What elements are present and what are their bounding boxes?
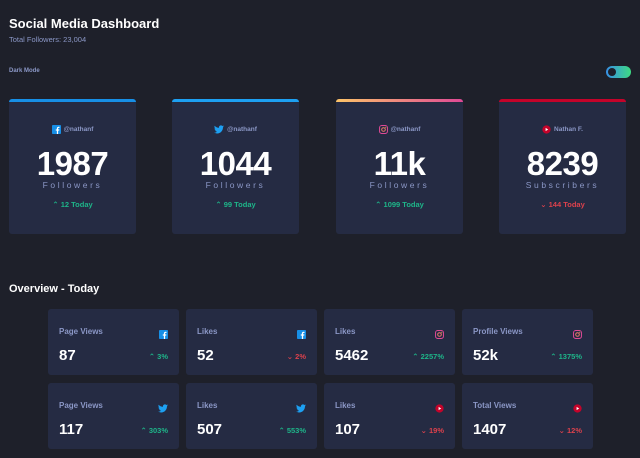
overview-value: 87	[59, 347, 76, 364]
overview-card[interactable]: Page Views 117 ⌃ 303%	[48, 383, 179, 449]
overview-card[interactable]: Likes 107 ⌄ 19%	[324, 383, 455, 449]
overview-percent: ⌄ 12%	[558, 426, 582, 435]
up-arrow-icon: ⌃	[550, 352, 559, 361]
overview-card[interactable]: Likes 52 ⌄ 2%	[186, 309, 317, 375]
follower-label: Followers	[205, 180, 266, 190]
card-handle-row: @nathanf	[9, 125, 136, 134]
overview-percent: ⌄ 2%	[286, 352, 306, 361]
toggle-knob	[608, 68, 616, 76]
instagram-icon	[378, 125, 388, 134]
card-handle-row: @nathanf	[336, 125, 463, 134]
total-followers: Total Followers: 23,004	[9, 35, 87, 44]
follower-card-instagram[interactable]: @nathanf 11k Followers ⌃ 1099 Today	[336, 99, 463, 234]
down-arrow-icon: ⌄	[286, 352, 296, 361]
up-arrow-icon: ⌃	[148, 352, 158, 361]
overview-value: 1407	[473, 421, 507, 438]
follower-card-twitter[interactable]: @nathanf 1044 Followers ⌃ 99 Today	[172, 99, 299, 234]
card-handle: @nathanf	[227, 126, 257, 133]
up-arrow-icon: ⌃	[278, 426, 287, 435]
card-handle-row: Nathan F.	[499, 125, 626, 134]
dark-mode-toggle[interactable]	[606, 66, 631, 78]
up-arrow-icon: ⌃	[375, 200, 384, 209]
overview-card[interactable]: Page Views 87 ⌃ 3%	[48, 309, 179, 375]
overview-title: Overview - Today	[9, 283, 100, 295]
instagram-icon	[573, 326, 582, 344]
overview-label: Page Views	[59, 327, 103, 336]
follower-count: 1987	[36, 145, 109, 182]
overview-percent: ⌃ 303%	[140, 426, 168, 435]
twitter-icon	[214, 125, 225, 134]
facebook-icon	[159, 326, 168, 344]
overview-label: Likes	[197, 401, 218, 410]
down-arrow-icon: ⌄	[540, 200, 549, 209]
follower-card-facebook[interactable]: @nathanf 1987 Followers ⌃ 12 Today	[9, 99, 136, 234]
subscriber-label: Subscribers	[525, 180, 600, 190]
today-change: ⌃ 12 Today	[52, 200, 93, 209]
instagram-icon	[435, 326, 444, 344]
up-arrow-icon: ⌃	[52, 200, 61, 209]
overview-value: 507	[197, 421, 223, 438]
overview-card[interactable]: Likes 5462 ⌃ 2257%	[324, 309, 455, 375]
down-arrow-icon: ⌄	[558, 426, 567, 435]
follower-count: 11k	[373, 145, 426, 182]
card-handle: Nathan F.	[554, 126, 583, 133]
youtube-icon	[573, 400, 582, 418]
overview-label: Likes	[335, 327, 356, 336]
card-accent-bar	[172, 99, 299, 102]
subscriber-count: 8239	[526, 145, 599, 182]
overview-card[interactable]: Total Views 1407 ⌄ 12%	[462, 383, 593, 449]
overview-label: Profile Views	[473, 327, 523, 336]
today-change: ⌃ 99 Today	[215, 200, 256, 209]
up-arrow-icon: ⌃	[215, 200, 224, 209]
overview-percent: ⌃ 1375%	[550, 352, 582, 361]
overview-percent: ⌃ 553%	[278, 426, 306, 435]
follower-count: 1044	[199, 145, 272, 182]
overview-value: 5462	[335, 347, 369, 364]
facebook-icon	[51, 125, 61, 134]
overview-label: Total Views	[473, 401, 517, 410]
overview-value: 117	[59, 421, 84, 438]
overview-label: Likes	[197, 327, 218, 336]
overview-value: 52	[197, 347, 214, 364]
overview-percent: ⌄ 19%	[420, 426, 444, 435]
card-accent-bar	[9, 99, 136, 102]
up-arrow-icon: ⌃	[412, 352, 421, 361]
overview-value: 107	[335, 421, 361, 438]
card-handle-row: @nathanf	[172, 125, 299, 134]
follower-card-youtube[interactable]: Nathan F. 8239 Subscribers ⌄ 144 Today	[499, 99, 626, 234]
twitter-icon	[158, 400, 168, 418]
dark-mode-label: Dark Mode	[9, 68, 40, 74]
page-title: Social Media Dashboard	[9, 16, 160, 31]
today-change: ⌃ 1099 Today	[375, 200, 424, 209]
youtube-icon	[435, 400, 444, 418]
today-change: ⌄ 144 Today	[540, 200, 585, 209]
overview-percent: ⌃ 2257%	[412, 352, 444, 361]
card-handle: @nathanf	[390, 126, 421, 133]
overview-card[interactable]: Profile Views 52k ⌃ 1375%	[462, 309, 593, 375]
card-handle: @nathanf	[63, 126, 94, 133]
overview-percent: ⌃ 3%	[148, 352, 168, 361]
youtube-icon	[542, 125, 551, 134]
follower-label: Followers	[369, 180, 430, 190]
twitter-icon	[296, 400, 306, 418]
overview-card[interactable]: Likes 507 ⌃ 553%	[186, 383, 317, 449]
up-arrow-icon: ⌃	[140, 426, 149, 435]
card-accent-bar	[336, 99, 463, 102]
overview-label: Likes	[335, 401, 356, 410]
card-accent-bar	[499, 99, 626, 102]
overview-value: 52k	[473, 347, 499, 364]
overview-label: Page Views	[59, 401, 103, 410]
follower-label: Followers	[42, 180, 103, 190]
facebook-icon	[297, 326, 306, 344]
down-arrow-icon: ⌄	[420, 426, 429, 435]
